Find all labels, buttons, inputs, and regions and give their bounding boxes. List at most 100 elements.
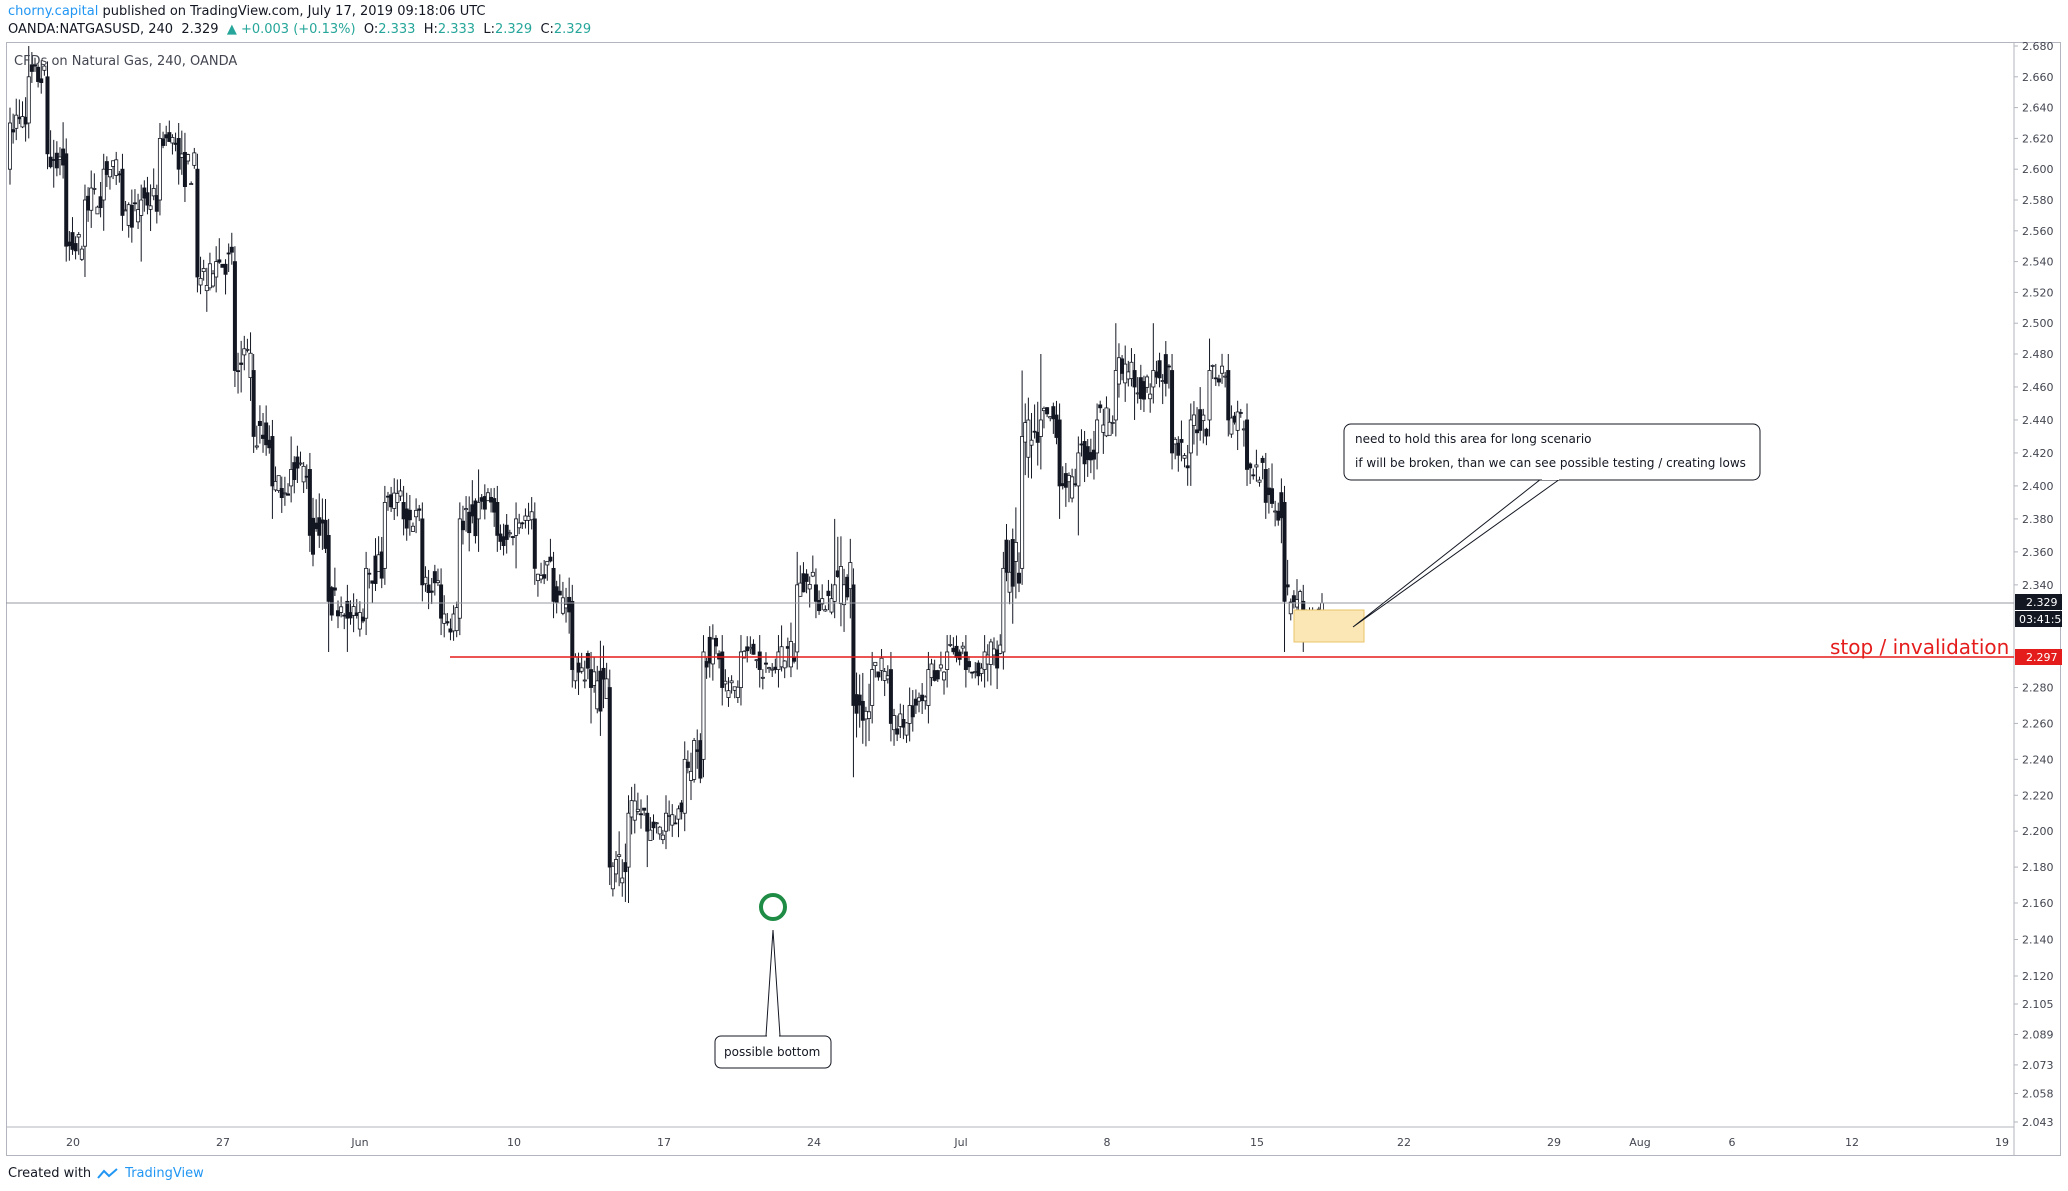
candle-up bbox=[767, 667, 772, 670]
candle-down bbox=[373, 555, 378, 584]
y-tick-label: 2.420 bbox=[2022, 447, 2054, 460]
created-with-label: Created with bbox=[8, 1166, 92, 1181]
candle-up bbox=[904, 722, 909, 736]
candle-down bbox=[229, 246, 234, 253]
candle-up bbox=[879, 657, 884, 671]
candle-down bbox=[360, 616, 365, 622]
candle-up bbox=[170, 137, 175, 144]
y-tick-label: 2.520 bbox=[2022, 286, 2054, 299]
y-tick-label: 2.600 bbox=[2022, 163, 2054, 176]
candle-down bbox=[479, 497, 484, 502]
candle-up bbox=[454, 607, 459, 632]
candle-down bbox=[173, 142, 178, 145]
candle-down bbox=[548, 556, 553, 562]
candle-down bbox=[1138, 377, 1143, 399]
candle-down bbox=[1073, 483, 1078, 486]
candle-up bbox=[870, 669, 875, 706]
price-axis: 2.680 2.660 2.640 2.620 2.600 2.580 2.560 2.540… bbox=[2013, 40, 2054, 1156]
stop-price-tag bbox=[2015, 649, 2062, 665]
candle-up bbox=[123, 209, 128, 212]
bottom-callout-text: possible bottom bbox=[724, 1045, 820, 1059]
candle-down bbox=[1179, 439, 1184, 443]
publish-text: published on TradingView.com, July 17, 2… bbox=[98, 4, 486, 19]
candle-down bbox=[645, 812, 650, 832]
candle-up bbox=[242, 348, 247, 356]
note-line-2: if will be broken, than we can see possi… bbox=[1355, 456, 1746, 470]
candle-down bbox=[551, 567, 556, 602]
candle-up bbox=[1116, 357, 1121, 385]
candle-up bbox=[898, 713, 903, 727]
candle-up bbox=[629, 800, 634, 818]
candle-up bbox=[1107, 421, 1112, 436]
candle-up bbox=[82, 199, 87, 247]
candle-down bbox=[1195, 429, 1200, 434]
note-callout-pointer bbox=[1352, 478, 1561, 628]
candle-up bbox=[514, 518, 519, 536]
candle-up bbox=[1235, 411, 1240, 431]
candle-up bbox=[770, 668, 775, 671]
candle-down bbox=[482, 496, 487, 510]
candle-up bbox=[1257, 479, 1262, 483]
candle-down bbox=[598, 670, 603, 712]
y-tick-label: 2.240 bbox=[2022, 753, 2054, 766]
candle-down bbox=[320, 519, 325, 524]
candle-down bbox=[585, 653, 590, 669]
y-tick-label: 2.500 bbox=[2022, 317, 2054, 330]
candle-down bbox=[642, 807, 647, 811]
candle-down bbox=[67, 241, 72, 247]
candle-down bbox=[176, 137, 181, 170]
candle-down bbox=[1132, 370, 1137, 388]
candle-up bbox=[1151, 370, 1156, 388]
candle-down bbox=[1204, 428, 1209, 437]
candle-down bbox=[745, 646, 750, 652]
candle-down bbox=[167, 132, 172, 142]
high-label: H: bbox=[423, 22, 438, 37]
candle-down bbox=[142, 187, 147, 199]
candle-up bbox=[7, 122, 12, 170]
candle-up bbox=[620, 877, 625, 884]
candle-down bbox=[957, 651, 962, 660]
candle-down bbox=[467, 511, 472, 534]
candle-down bbox=[23, 116, 28, 125]
candle-up bbox=[1220, 365, 1225, 374]
candle-up bbox=[101, 168, 106, 201]
candle-down bbox=[86, 195, 91, 211]
candle-up bbox=[1038, 419, 1043, 437]
x-tick-label: 15 bbox=[1250, 1136, 1264, 1149]
candle-up bbox=[992, 648, 997, 656]
candle-down bbox=[860, 700, 865, 721]
candle-up bbox=[863, 710, 868, 720]
candle-up bbox=[1048, 416, 1053, 419]
candle-up bbox=[592, 671, 597, 686]
candle-up bbox=[923, 696, 928, 702]
author-link[interactable]: chorny.capital bbox=[8, 4, 99, 19]
candle-down bbox=[432, 571, 437, 584]
candle-down bbox=[1032, 430, 1037, 433]
candle-down bbox=[501, 536, 506, 547]
candle-up bbox=[282, 492, 287, 495]
candle-down bbox=[1266, 487, 1271, 496]
candle-up bbox=[211, 273, 216, 287]
candle-down bbox=[182, 151, 187, 188]
candle-down bbox=[1226, 370, 1231, 421]
candle-down bbox=[1088, 452, 1093, 461]
candle-down bbox=[417, 508, 422, 511]
candle-down bbox=[920, 694, 925, 702]
y-tick-label: 2.043 bbox=[2022, 1116, 2054, 1129]
candle-down bbox=[154, 195, 159, 212]
countdown-tag-text: 03:41:55 bbox=[2019, 613, 2068, 626]
candle-up bbox=[1273, 510, 1278, 513]
candle-up bbox=[357, 612, 362, 630]
candle-down bbox=[226, 252, 231, 255]
candle-up bbox=[560, 597, 565, 614]
candle-down bbox=[935, 670, 940, 680]
candle-up bbox=[682, 758, 687, 814]
candle-up bbox=[1007, 571, 1012, 593]
candle-down bbox=[1282, 502, 1287, 602]
candle-down bbox=[567, 596, 572, 613]
candle-down bbox=[773, 666, 778, 670]
candles-layer bbox=[7, 46, 1325, 903]
tradingview-link[interactable]: TradingView bbox=[125, 1166, 204, 1181]
candle-down bbox=[817, 600, 822, 612]
